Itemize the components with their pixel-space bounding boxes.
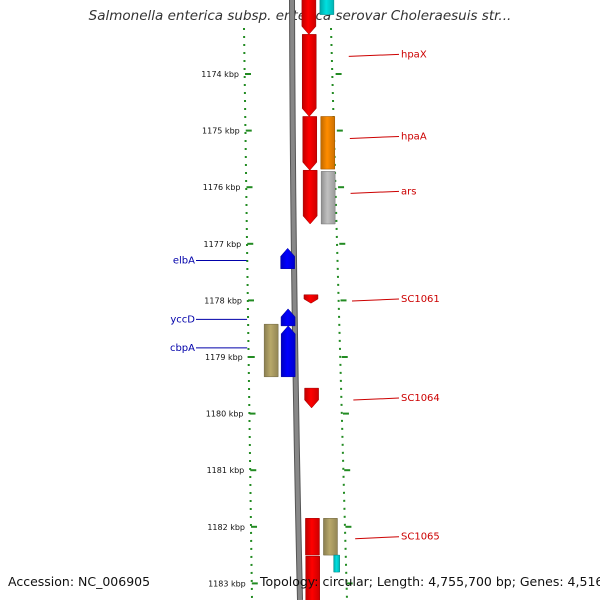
label-leader xyxy=(355,536,400,540)
kbp-tick-label: 1176 kbp xyxy=(203,183,241,192)
genome-backbone xyxy=(289,0,303,600)
backbone-line xyxy=(290,0,302,600)
genome-stats-text: Topology: circular; Length: 4,755,700 bp… xyxy=(260,574,600,589)
label-leader xyxy=(350,190,400,194)
hpaa-orange-feature-feature[interactable] xyxy=(320,116,336,170)
gene-label-sc1064: SC1064 xyxy=(401,393,440,404)
label-leader xyxy=(349,135,400,139)
gene-label-ars: ars xyxy=(401,186,416,197)
forward-cds-feature[interactable] xyxy=(301,0,317,35)
elba-reverse-cds-feature[interactable] xyxy=(280,247,295,269)
dotted-guide-0 xyxy=(243,27,253,600)
sc1064-forward-cds-feature[interactable] xyxy=(304,387,319,409)
kbp-tick-label: 1182 kbp xyxy=(207,523,245,532)
label-leader xyxy=(353,397,400,401)
genome-title: Salmonella enterica subsp. enterica sero… xyxy=(88,8,512,24)
gene-label-cbpa: cbpA xyxy=(170,343,195,354)
ars-grey-feature-feature[interactable] xyxy=(320,171,336,225)
sc1065-forward-cds-feature[interactable] xyxy=(305,518,320,556)
kbp-tick-label: 1180 kbp xyxy=(206,410,244,419)
forward-cds-feature[interactable] xyxy=(305,555,320,600)
kbp-tick-label: 1179 kbp xyxy=(205,353,243,362)
trna-like-feature[interactable] xyxy=(263,323,279,378)
label-leader xyxy=(348,53,400,57)
forward-cds-feature[interactable] xyxy=(302,116,318,171)
kbp-tick-label: 1181 kbp xyxy=(207,466,245,475)
gene-label-yccd: yccD xyxy=(170,314,195,325)
cyan-feature-feature[interactable] xyxy=(333,554,340,573)
hpax-forward-cds-feature[interactable] xyxy=(301,34,317,117)
sc1061-forward-cds-feature[interactable] xyxy=(303,294,319,304)
gene-features[interactable] xyxy=(263,0,340,600)
kbp-tick-label: 1183 kbp xyxy=(208,579,246,588)
label-leader xyxy=(351,298,400,302)
kbp-tick-label: 1174 kbp xyxy=(201,70,239,79)
gene-label-sc1065: SC1065 xyxy=(401,532,440,543)
gene-labels: hpaX hpaA ars SC1061 SC1064 SC1065 elbA yccD cbp… xyxy=(170,49,440,542)
gene-label-hpax: hpaX xyxy=(401,49,427,60)
gene-label-elba: elbA xyxy=(173,256,195,267)
trna-like-feature[interactable] xyxy=(323,518,338,556)
kbp-tick-label: 1175 kbp xyxy=(202,127,240,136)
forward-cds-feature[interactable] xyxy=(302,169,318,225)
cbpa-reverse-cds-feature[interactable] xyxy=(280,325,296,378)
gene-label-hpaa: hpaA xyxy=(401,131,427,142)
cyan-feature-feature[interactable] xyxy=(319,0,335,15)
kbp-tick-label: 1177 kbp xyxy=(204,240,242,249)
accession-text: Accession: NC_006905 xyxy=(8,574,151,589)
dotted-guide-1 xyxy=(330,27,348,600)
kbp-ruler: 1174 kbp 1175 kbp 1176 kbp 1177 kbp 1178 kbp… xyxy=(201,70,353,588)
gene-label-sc1061: SC1061 xyxy=(401,294,440,305)
kbp-tick-label: 1178 kbp xyxy=(204,296,242,305)
